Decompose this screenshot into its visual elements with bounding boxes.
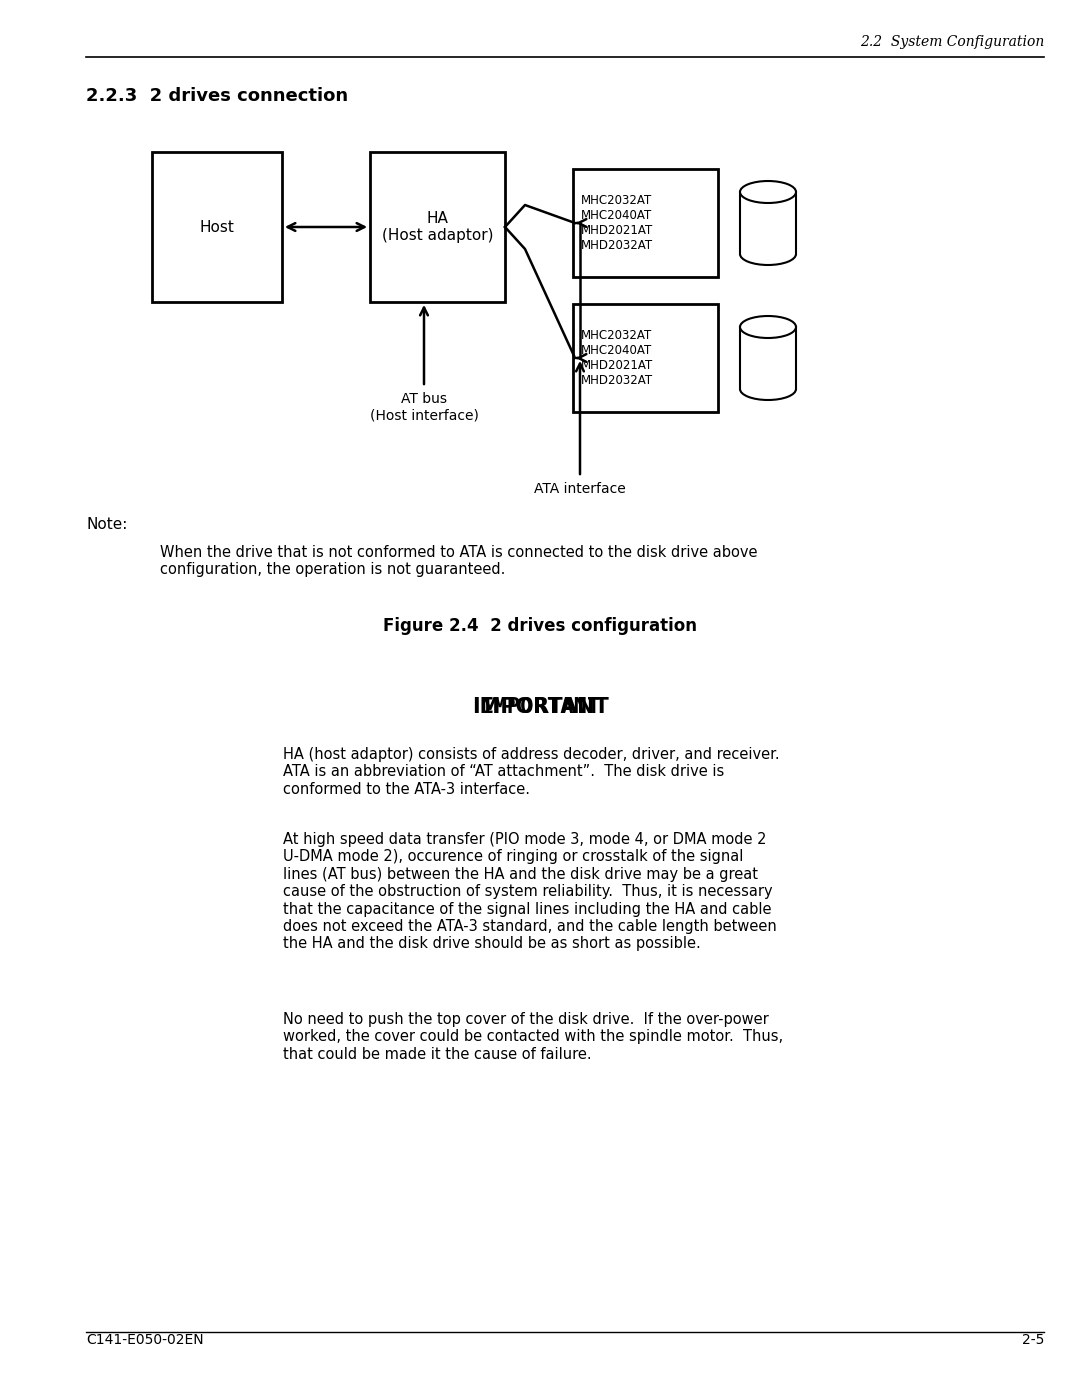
Text: C141-E050-02EN: C141-E050-02EN [86, 1333, 204, 1347]
Text: 2.2.3  2 drives connection: 2.2.3 2 drives connection [86, 87, 348, 105]
Bar [573, 169, 718, 277]
Ellipse shape [740, 182, 796, 203]
Text: IMPORTANT: IMPORTANT [480, 697, 600, 717]
Bar [370, 152, 505, 302]
Bar [740, 191, 796, 254]
Text: MHC2032AT
MHC2040AT
MHD2021AT
MHD2032AT: MHC2032AT MHC2040AT MHD2021AT MHD2032AT [581, 330, 653, 387]
Text: When the drive that is not conformed to ATA is connected to the disk drive above: When the drive that is not conformed to … [160, 545, 757, 577]
Text: No need to push the top cover of the disk drive.  If the over-power
worked, the : No need to push the top cover of the dis… [283, 1011, 783, 1062]
Bar [573, 305, 718, 412]
Bar [740, 327, 796, 388]
Ellipse shape [740, 316, 796, 338]
Text: ATA interface: ATA interface [535, 482, 626, 496]
Text: HA
(Host adaptor): HA (Host adaptor) [381, 211, 494, 243]
Text: Note:: Note: [86, 517, 127, 532]
Text: 2.2  System Configuration: 2.2 System Configuration [860, 35, 1044, 49]
Bar [152, 152, 282, 302]
Text: Figure 2.4  2 drives configuration: Figure 2.4 2 drives configuration [383, 617, 697, 636]
Text: MHC2032AT
MHC2040AT
MHD2021AT
MHD2032AT: MHC2032AT MHC2040AT MHD2021AT MHD2032AT [581, 194, 653, 251]
Text: AT bus
(Host interface): AT bus (Host interface) [369, 393, 478, 422]
Text: 2-5: 2-5 [1022, 1333, 1044, 1347]
Text: IMPORTANT: IMPORTANT [472, 697, 608, 717]
Text: At high speed data transfer (PIO mode 3, mode 4, or DMA mode 2
U-DMA mode 2), oc: At high speed data transfer (PIO mode 3,… [283, 833, 777, 951]
Text: HA (host adaptor) consists of address decoder, driver, and receiver.
ATA is an a: HA (host adaptor) consists of address de… [283, 747, 780, 796]
Text: Host: Host [200, 219, 234, 235]
